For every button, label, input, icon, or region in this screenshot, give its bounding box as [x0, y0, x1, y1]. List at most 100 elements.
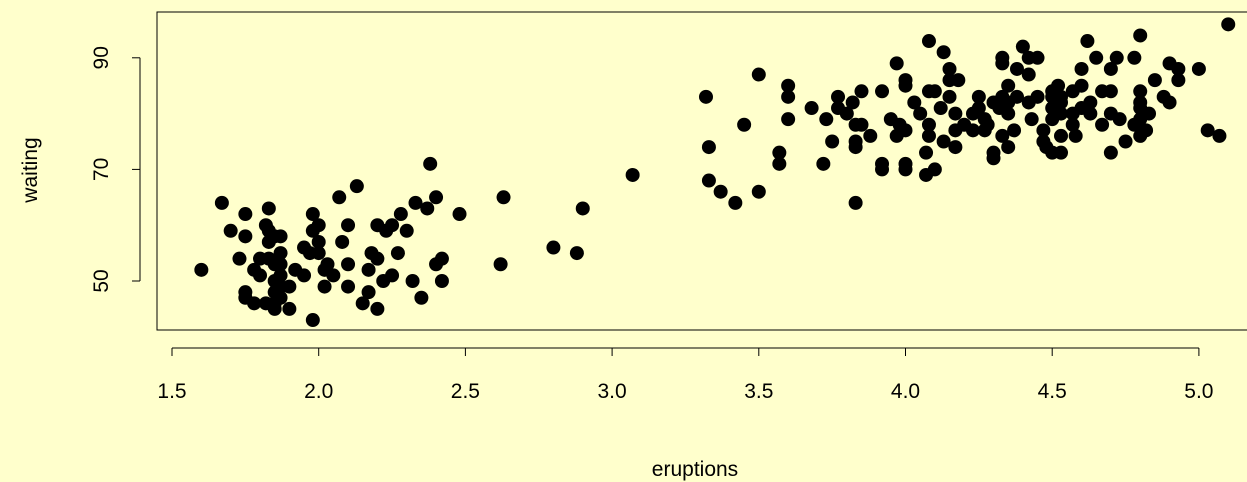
data-point — [1007, 123, 1022, 138]
data-point — [875, 162, 890, 177]
data-point — [1103, 145, 1118, 160]
x-tick-label: 2.0 — [304, 380, 333, 403]
data-point — [819, 112, 834, 127]
data-point — [223, 223, 238, 238]
y-tick-label: 90 — [90, 46, 113, 69]
data-point — [1089, 50, 1104, 65]
data-point — [311, 218, 326, 233]
data-point — [698, 89, 713, 104]
x-tick-label: 3.0 — [597, 380, 626, 403]
x-axis: 1.5 2.0 2.5 3.0 3.5 4.0 4.5 5.0 — [157, 347, 1214, 403]
x-tick-label: 2.5 — [451, 380, 480, 403]
data-point — [936, 45, 951, 60]
data-point — [1068, 128, 1083, 143]
data-point — [845, 95, 860, 110]
data-point — [341, 279, 356, 294]
data-point — [408, 195, 423, 210]
data-point — [214, 195, 229, 210]
data-point — [273, 268, 288, 283]
data-point — [493, 257, 508, 272]
data-point — [907, 95, 922, 110]
y-tick-label: 50 — [90, 269, 113, 292]
data-point — [921, 128, 936, 143]
data-point — [816, 156, 831, 171]
data-point — [305, 313, 320, 328]
data-point — [921, 34, 936, 49]
data-point — [863, 128, 878, 143]
data-point — [701, 140, 716, 155]
data-point — [1103, 84, 1118, 99]
data-point — [311, 246, 326, 261]
data-point — [247, 296, 262, 311]
data-point — [1142, 106, 1157, 121]
data-point — [781, 78, 796, 93]
data-point — [1051, 78, 1066, 93]
y-tick-label: 70 — [90, 158, 113, 181]
data-point — [311, 234, 326, 249]
plot-frame — [156, 11, 1247, 331]
data-point — [405, 274, 420, 288]
y-axis: 50 70 90 — [90, 46, 141, 293]
data-point — [848, 140, 863, 155]
data-point — [942, 61, 957, 76]
x-tick-label: 4.0 — [891, 380, 920, 403]
data-point — [839, 106, 854, 121]
data-point — [282, 279, 297, 294]
data-point — [320, 257, 335, 272]
data-point — [919, 145, 934, 160]
data-point — [575, 201, 590, 216]
data-point — [361, 262, 376, 277]
data-point — [282, 301, 297, 316]
data-point — [898, 78, 913, 93]
data-point — [625, 167, 640, 182]
data-point — [965, 123, 980, 138]
data-point — [971, 101, 986, 116]
data-point — [390, 246, 405, 261]
data-point — [267, 301, 282, 316]
data-point — [1054, 95, 1069, 110]
data-point — [1200, 123, 1215, 138]
data-point — [1118, 134, 1133, 149]
data-point — [238, 229, 253, 244]
data-point — [1212, 128, 1227, 143]
x-axis-label: eruptions — [652, 458, 738, 481]
data-point — [238, 207, 253, 222]
data-point — [1133, 84, 1148, 99]
data-point — [1191, 61, 1206, 76]
data-point — [546, 240, 561, 255]
data-point — [848, 195, 863, 210]
data-point — [1162, 95, 1177, 110]
data-point — [1171, 61, 1186, 76]
data-point — [1001, 140, 1016, 155]
data-point — [399, 223, 414, 238]
data-point — [772, 156, 787, 171]
data-point — [361, 285, 376, 300]
data-point — [1171, 73, 1186, 88]
data-points — [194, 17, 1236, 328]
data-point — [496, 190, 511, 205]
data-point — [1054, 145, 1069, 160]
data-point — [1030, 50, 1045, 65]
data-point — [273, 290, 288, 305]
data-point — [781, 112, 796, 127]
data-point — [854, 84, 869, 99]
data-point — [825, 134, 840, 149]
data-point — [349, 179, 364, 194]
data-point — [971, 89, 986, 104]
data-point — [434, 274, 449, 288]
data-point — [948, 140, 963, 155]
data-point — [273, 257, 288, 272]
data-point — [1009, 89, 1024, 104]
data-point — [335, 234, 350, 249]
data-point — [434, 251, 449, 266]
data-point — [261, 201, 276, 216]
data-point — [1001, 78, 1016, 93]
data-point — [1015, 39, 1030, 54]
data-point — [1065, 117, 1080, 132]
data-point — [370, 251, 385, 266]
data-point — [831, 89, 846, 104]
data-point — [1074, 61, 1089, 76]
data-point — [927, 162, 942, 177]
data-point — [317, 279, 332, 294]
